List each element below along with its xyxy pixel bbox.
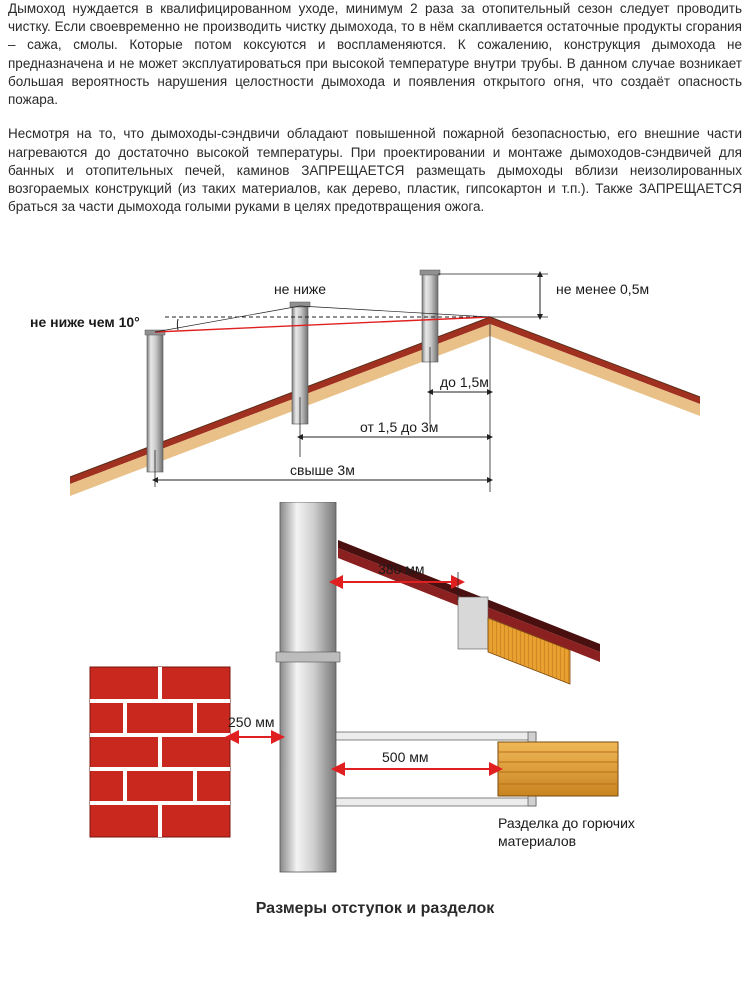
figure-caption: Размеры отступок и разделок [0, 900, 750, 918]
label-500: 500 мм [382, 749, 429, 765]
label-d2: от 1,5 до 3м [360, 419, 438, 435]
label-min-0-5m: не менее 0,5м [556, 281, 649, 297]
diagram-roof-heights: не менее 0,5м не ниже не ниже чем 10° до… [0, 232, 750, 502]
sight-line-red [155, 317, 490, 332]
label-razdelka-l2: материалов [498, 833, 576, 849]
label-d1: до 1,5м [440, 374, 489, 390]
roof [70, 317, 700, 496]
label-10deg: не ниже чем 10° [30, 314, 140, 330]
paragraph-2: Несмотря на то, что дымоходы-сэндвичи об… [0, 125, 750, 216]
paragraph-1: Дымоход нуждается в квалифицированном ух… [0, 0, 750, 109]
label-d3: свыше 3м [290, 462, 355, 478]
diagram-clearances: 380 мм 250 мм [0, 502, 750, 892]
label-380: 380 мм [378, 561, 425, 577]
brick-wall [90, 667, 230, 837]
label-250: 250 мм [228, 714, 275, 730]
label-razdelka-l1: Разделка до горючих [498, 815, 635, 831]
label-not-lower: не ниже [274, 281, 326, 297]
pipe [276, 502, 340, 872]
dim-0-5m [438, 274, 548, 317]
